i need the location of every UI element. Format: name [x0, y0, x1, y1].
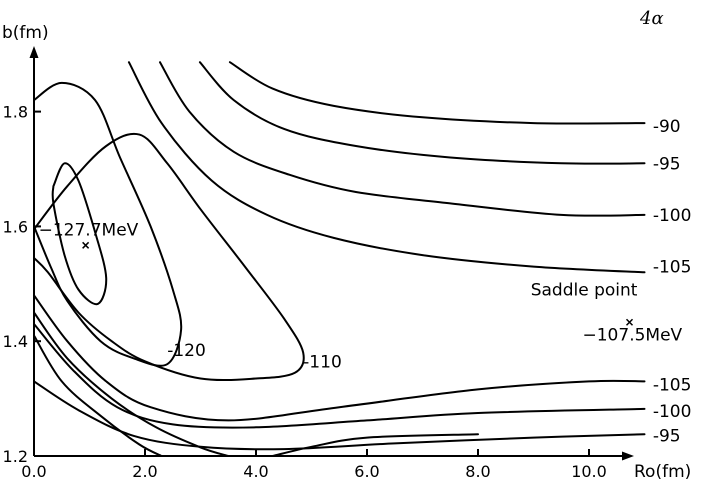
point-marker	[82, 241, 90, 249]
point-label: −127.7MeV	[39, 220, 139, 240]
x-tick-label: 2.0	[132, 462, 157, 481]
contour-line	[33, 132, 305, 382]
contour-label: -90	[653, 117, 681, 137]
point-markers: −127.7MeV −107.5MeV	[39, 220, 683, 345]
contour-label: -95	[653, 154, 681, 174]
contour-line	[127, 61, 646, 274]
axes	[29, 46, 634, 461]
contour-line	[159, 61, 646, 217]
y-tick-label: 1.8	[3, 103, 28, 122]
contour-label: -110	[303, 352, 342, 372]
contour-label: -105	[653, 258, 692, 278]
contour-line	[33, 311, 230, 457]
contour-label: -105	[653, 375, 692, 395]
contour-lines	[33, 61, 646, 457]
contour-label: -95	[653, 426, 681, 446]
y-tick-label: 1.4	[3, 332, 28, 351]
contour-line	[198, 61, 646, 165]
x-ticks: 0.0 2.0 4.0 6.0 8.0 10.0	[21, 449, 607, 481]
contour-label: -120	[167, 341, 206, 361]
x-axis-label: Ro(fm)	[634, 462, 691, 482]
x-tick-label: 4.0	[243, 462, 268, 481]
x-tick-label: 0.0	[21, 462, 46, 481]
contour-line	[271, 433, 479, 457]
y-ticks: 1.2 1.4 1.6 1.8	[3, 103, 41, 466]
point-marker	[625, 318, 634, 326]
y-axis-arrow	[29, 46, 39, 58]
x-tick-label: 10.0	[571, 462, 607, 481]
x-axis-arrow	[622, 451, 634, 461]
saddle-point-annotation: Saddle point	[531, 281, 638, 301]
contour-line	[33, 323, 646, 429]
y-axis-label: b(fm)	[2, 23, 49, 43]
contour-line	[33, 81, 183, 367]
x-tick-label: 6.0	[354, 462, 379, 481]
y-tick-label: 1.2	[3, 447, 28, 466]
chart-title: 4α	[639, 8, 664, 29]
x-tick-label: 8.0	[465, 462, 490, 481]
point-label: −107.5MeV	[583, 325, 683, 345]
annotations: Saddle point	[531, 281, 638, 301]
contour-labels: -90 -95 -100 -105 -120 -110 -105 -100 -95	[167, 117, 691, 446]
contour-line	[228, 61, 646, 125]
contour-label: -100	[653, 402, 692, 422]
y-tick-label: 1.6	[3, 217, 28, 236]
contour-line	[33, 380, 646, 451]
contour-line	[33, 334, 163, 457]
contour-label: -100	[653, 206, 692, 226]
contour-line	[33, 294, 646, 422]
contour-line	[51, 162, 108, 306]
